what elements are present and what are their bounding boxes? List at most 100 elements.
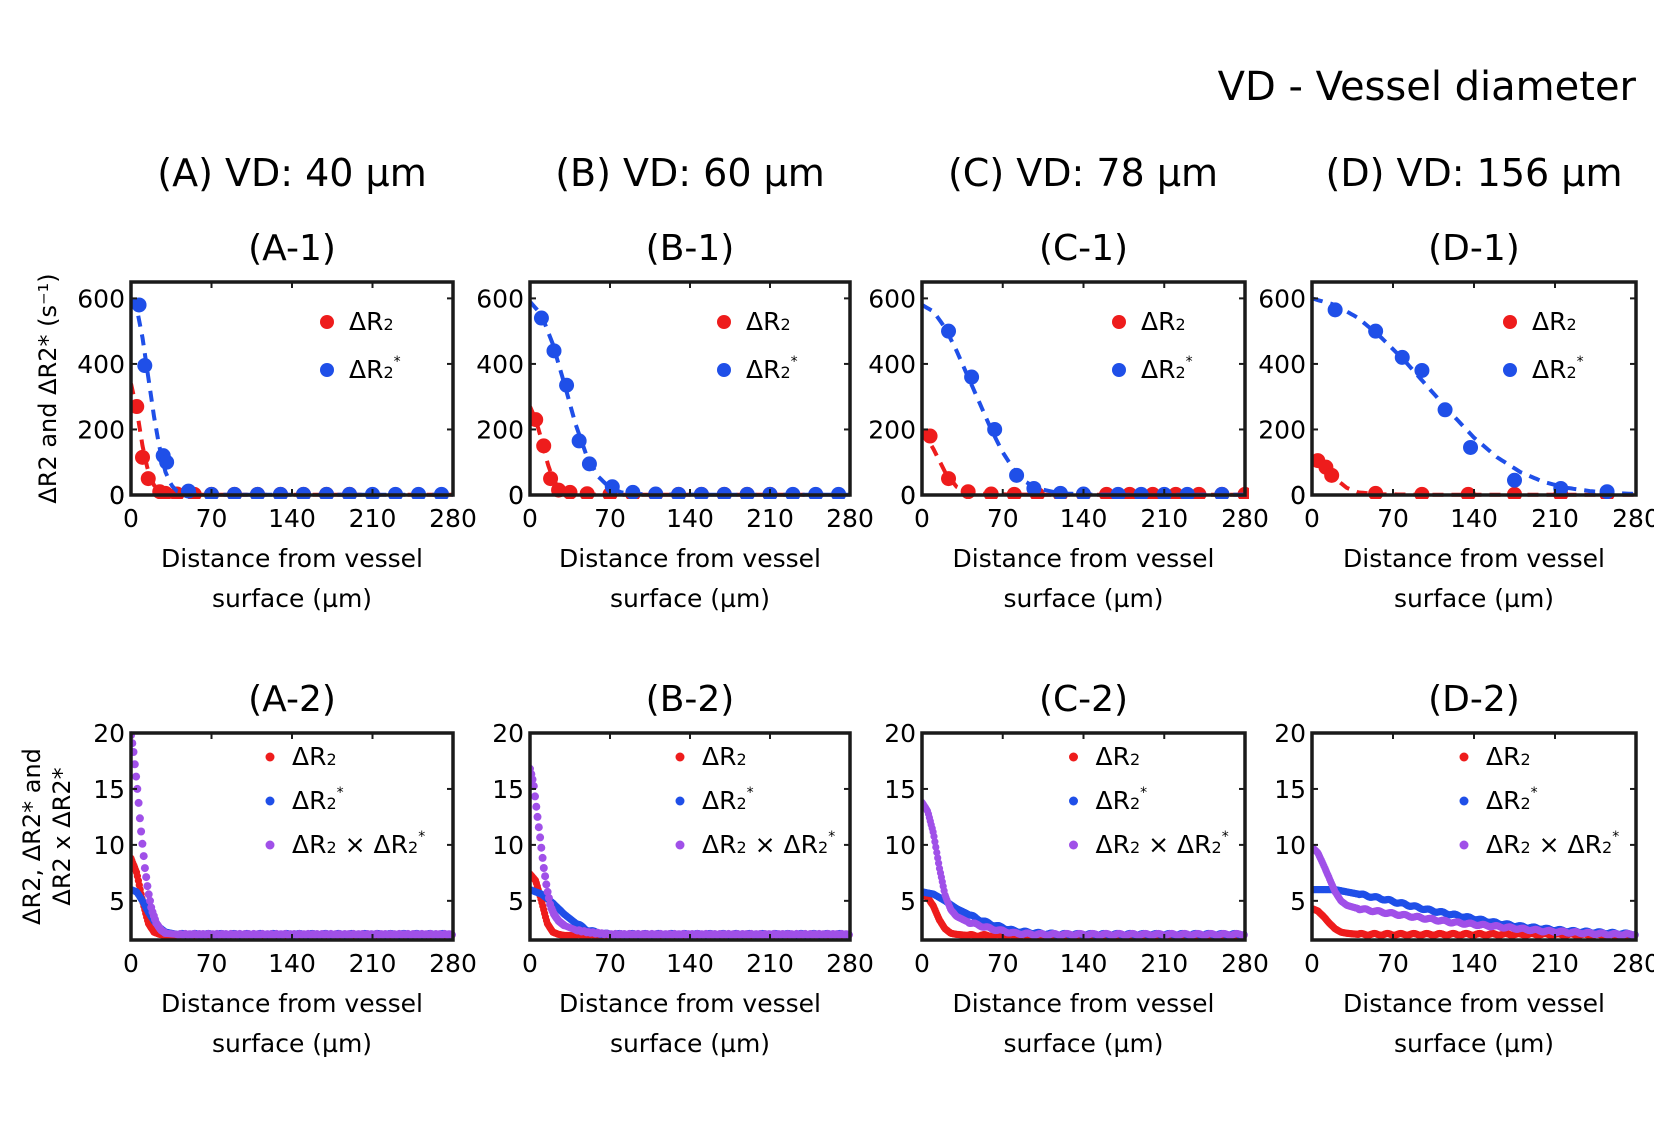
plot-area (131, 297, 453, 499)
legend-marker (675, 752, 685, 762)
data-point (131, 760, 139, 769)
column-title-c: (C) VD: 78 µm (948, 151, 1218, 195)
data-point (146, 896, 154, 905)
data-point (536, 438, 552, 454)
panel-d-2: (D-2) 0 70 140 210 280 5 10 15 20 Distance from ve… (1274, 679, 1654, 1058)
x-axis-label: Distance from vessel (161, 989, 423, 1018)
fit-line (131, 383, 453, 497)
x-tick-label: 280 (1221, 949, 1269, 978)
data-point (934, 854, 942, 862)
y-tick-label: 600 (1258, 284, 1306, 313)
x-tick-label: 210 (349, 504, 397, 533)
y-tick-label: 20 (1274, 719, 1306, 748)
legend-label: ΔR2 × ΔR2* (1096, 829, 1229, 859)
x-axis-label: Distance from vessel (559, 989, 821, 1018)
x-tick-label: 140 (268, 504, 316, 533)
data-point (140, 864, 149, 873)
data-point (625, 484, 641, 499)
legend: ΔR2 ΔR2* ΔR2 × ΔR2* (1459, 742, 1619, 859)
legend-marker (1459, 840, 1469, 850)
data-point (544, 894, 553, 902)
y-tick-label: 400 (868, 350, 916, 379)
y-tick-label: 600 (77, 284, 125, 313)
y-axis-label: ΔR2 x ΔR2* (48, 767, 76, 905)
x-tick-label: 210 (746, 949, 794, 978)
x-axis-label: surface (µm) (1003, 584, 1163, 613)
legend: ΔR2 ΔR2* (717, 307, 798, 384)
x-axis-label: surface (µm) (1394, 584, 1554, 613)
data-point (543, 471, 559, 487)
y-tick-label: 15 (93, 775, 125, 804)
x-tick-label: 280 (826, 504, 874, 533)
legend-label: ΔR2* (746, 354, 798, 384)
data-point (530, 412, 544, 428)
x-tick-label: 70 (1377, 949, 1409, 978)
data-point (131, 297, 147, 313)
data-point (137, 827, 146, 836)
fit-line (530, 300, 850, 497)
column-title-b: (B) VD: 60 µm (555, 151, 825, 195)
x-tick-label: 70 (1377, 504, 1409, 533)
x-tick-label: 140 (1060, 504, 1108, 533)
panel-title: (D-1) (1428, 228, 1520, 269)
x-tick-label: 70 (987, 504, 1019, 533)
panel-title: (B-1) (646, 228, 735, 269)
axes-box (920, 280, 1247, 497)
plot-area (922, 798, 1248, 941)
panel-title: (A-1) (248, 228, 336, 269)
y-tick-label: 20 (93, 719, 125, 748)
panel-title: (C-2) (1039, 679, 1128, 720)
x-axis-label: Distance from vessel (559, 544, 821, 573)
x-tick-label: 280 (429, 504, 477, 533)
data-point (534, 823, 543, 832)
y-tick-label: 15 (1274, 775, 1306, 804)
legend-label: ΔR2 (1096, 742, 1141, 771)
legend-label: ΔR2 (292, 742, 337, 771)
column-title-d: (D) VD: 156 µm (1326, 151, 1623, 195)
x-axis-label: surface (µm) (610, 1029, 770, 1058)
data-point (604, 479, 620, 495)
plot-area (131, 731, 456, 941)
x-axis-label: Distance from vessel (953, 544, 1215, 573)
x-tick-label: 0 (1304, 504, 1320, 533)
y-tick-label: 15 (492, 775, 524, 804)
data-point (132, 772, 141, 781)
panel-b-2: (B-2) 0 70 140 210 280 5 10 15 20 Distance from ve… (492, 679, 874, 1058)
fit-line (922, 303, 1245, 497)
legend-marker (1503, 363, 1517, 377)
y-tick-label: 0 (508, 481, 524, 510)
y-tick-label: 5 (508, 887, 524, 916)
legend: ΔR2 ΔR2* ΔR2 × ΔR2* (265, 742, 425, 859)
data-point (1324, 467, 1340, 483)
legend-label: ΔR2 (702, 742, 747, 771)
data-point (987, 421, 1003, 437)
x-tick-label: 0 (914, 504, 930, 533)
legend-label: ΔR2* (292, 785, 344, 815)
x-axis-label: surface (µm) (212, 584, 372, 613)
data-point (137, 358, 153, 374)
x-tick-label: 210 (349, 949, 397, 978)
x-tick-label: 70 (594, 949, 626, 978)
y-tick-label: 0 (1290, 481, 1306, 510)
x-tick-label: 70 (196, 504, 228, 533)
x-tick-label: 140 (268, 949, 316, 978)
y-tick-label: 200 (1258, 415, 1306, 444)
legend-marker (265, 840, 275, 850)
panel-title: (B-2) (646, 679, 735, 720)
x-tick-label: 70 (594, 504, 626, 533)
x-tick-label: 140 (1450, 949, 1498, 978)
y-tick-label: 20 (884, 719, 916, 748)
y-tick-label: 5 (1290, 887, 1306, 916)
x-tick-label: 0 (123, 949, 139, 978)
legend: ΔR2 ΔR2* ΔR2 × ΔR2* (675, 742, 835, 859)
data-point (135, 814, 144, 823)
legend-marker (675, 840, 685, 850)
data-point (138, 839, 147, 848)
y-tick-label: 400 (1258, 350, 1306, 379)
panel-title: (A-2) (248, 679, 336, 720)
y-tick-label: 10 (884, 831, 916, 860)
x-axis-label: Distance from vessel (161, 544, 423, 573)
legend: ΔR2 ΔR2* (1112, 307, 1193, 384)
